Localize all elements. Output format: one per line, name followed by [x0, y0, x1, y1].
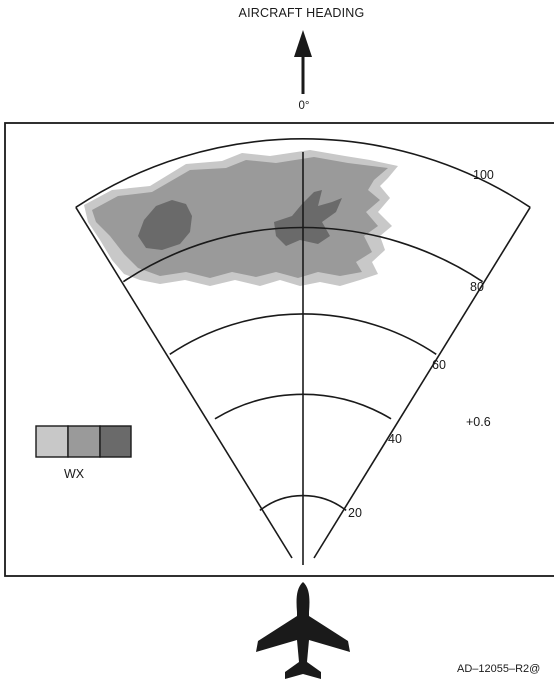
range-label-40: 40 — [388, 432, 402, 446]
range-arc-100 — [75, 138, 531, 209]
heading-degrees-label: 0° — [298, 100, 310, 112]
range-label-60: 60 — [432, 358, 446, 372]
tilt-readout: +0.6 — [466, 415, 491, 429]
aircraft-heading-label: AIRCRAFT HEADING — [238, 6, 365, 20]
range-label-100: 100 — [473, 168, 494, 182]
weather-heavy-region-center — [274, 190, 342, 246]
airplane-icon — [256, 582, 350, 679]
radial-lines — [75, 152, 531, 565]
sector-edge-right — [313, 206, 531, 559]
sector-edge-left — [75, 206, 293, 559]
arrow-up-icon — [294, 30, 312, 94]
weather-heavy-region-left — [138, 200, 192, 250]
wx-legend-label: WX — [64, 467, 85, 481]
legend-swatch-medium — [67, 425, 101, 458]
weather-returns — [84, 150, 398, 286]
range-label-80: 80 — [470, 280, 484, 294]
figure-code: AD–12055–R2@ — [457, 663, 541, 675]
wx-legend — [35, 425, 132, 458]
range-label-20: 20 — [348, 506, 362, 520]
legend-swatch-light — [35, 425, 69, 458]
legend-swatch-heavy — [99, 425, 132, 458]
